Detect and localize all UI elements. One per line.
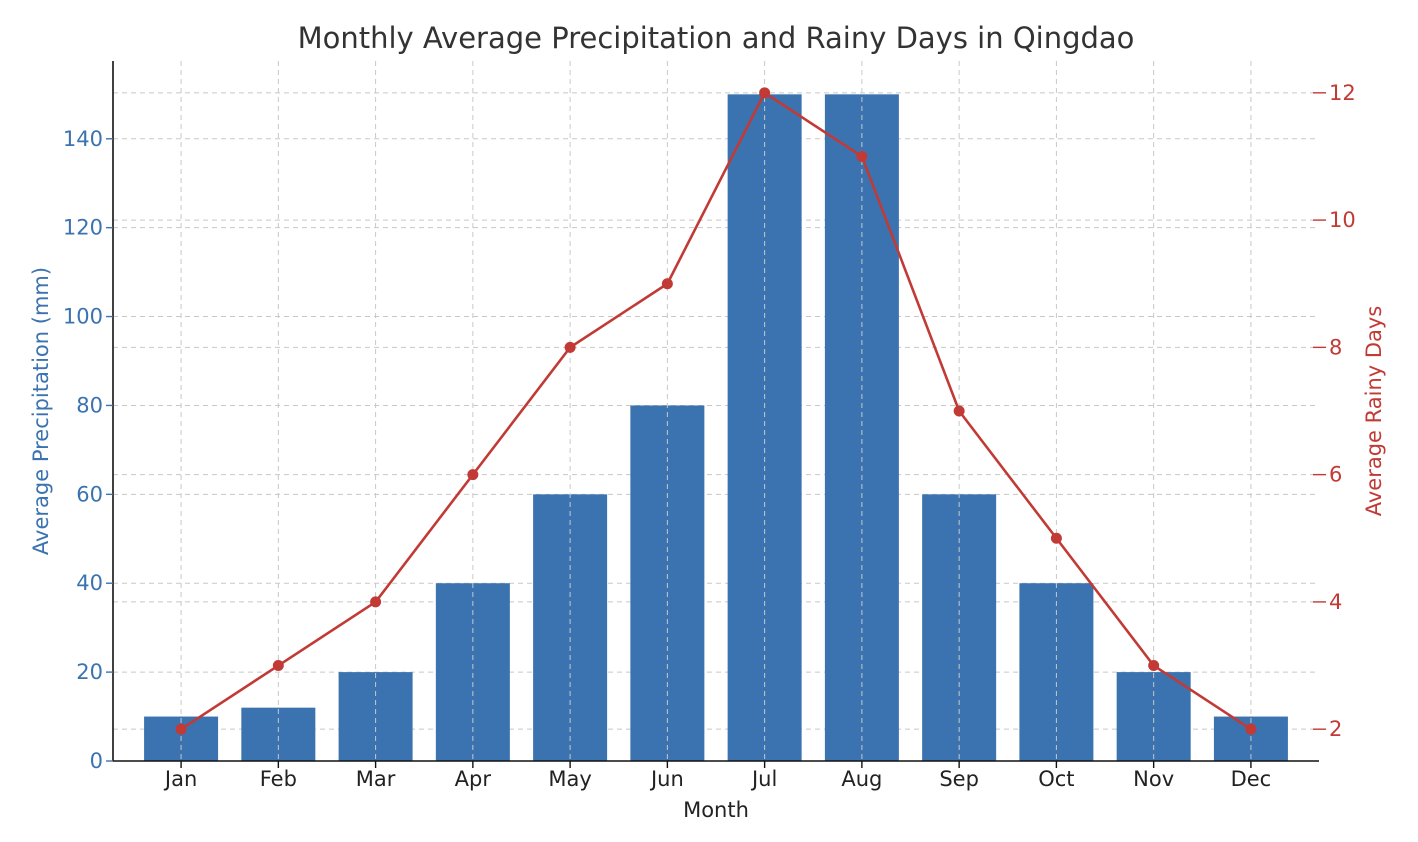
rainy-days-point-jul	[759, 87, 771, 99]
rainy-days-point-dec	[1245, 723, 1257, 735]
x-tick-label-apr: Apr	[455, 767, 492, 791]
y-right-tick-label-2: 2	[1329, 717, 1342, 741]
x-tick-label-nov: Nov	[1133, 767, 1174, 791]
x-tick-label-mar: Mar	[356, 767, 396, 791]
x-tick-label-dec: Dec	[1231, 767, 1272, 791]
rainy-days-point-jun	[661, 278, 673, 290]
rainy-days-point-sep	[953, 405, 965, 417]
y-right-tick-label-4: 4	[1329, 590, 1342, 614]
rainy-days-point-aug	[856, 150, 868, 162]
y-axis-left-label: Average Precipitation (mm)	[29, 267, 53, 555]
precipitation-bars	[144, 94, 1288, 762]
rainy-days-point-jan	[175, 723, 187, 735]
y-left-tick-label-40: 40	[76, 571, 103, 595]
y-left-tick-label-20: 20	[76, 660, 103, 684]
x-tick-label-sep: Sep	[939, 767, 979, 791]
rainy-days-point-mar	[370, 596, 382, 608]
rainy-days-point-feb	[272, 660, 284, 672]
x-axis-label: Month	[683, 798, 749, 822]
rainy-days-point-apr	[467, 469, 479, 481]
x-tick-label-may: May	[548, 767, 591, 791]
bar-aug	[824, 94, 899, 762]
y-right-tick-label-6: 6	[1329, 463, 1342, 487]
x-tick-label-jan: Jan	[163, 767, 197, 791]
x-tick-label-feb: Feb	[260, 767, 297, 791]
y-left-tick-label-0: 0	[90, 749, 103, 773]
y-right-tick-label-8: 8	[1329, 335, 1342, 359]
y-left-tick-label-140: 140	[63, 127, 103, 151]
rainy-days-point-nov	[1148, 660, 1160, 672]
rainy-days-point-may	[564, 341, 576, 353]
y-left-tick-label-120: 120	[63, 216, 103, 240]
y-left-tick-label-60: 60	[76, 482, 103, 506]
y-axis-right-label: Average Rainy Days	[1362, 306, 1386, 517]
rainy-days-series-line	[180, 91, 1252, 731]
bar-apr	[435, 583, 510, 761]
x-tick-label-oct: Oct	[1038, 767, 1074, 791]
axes	[112, 61, 1319, 762]
bar-jul	[727, 94, 802, 762]
tick-labels: 0 20 40 60 80 100 120 140 2 4 6 8 10 12 Jan Feb Mar Apr Ma…	[63, 81, 1356, 791]
rainy-days-point-oct	[1050, 532, 1062, 544]
y-left-tick-label-100: 100	[63, 305, 103, 329]
y-right-tick-label-12: 12	[1329, 81, 1356, 105]
x-tick-label-jul: Jul	[750, 767, 777, 791]
y-right-tick-label-10: 10	[1329, 208, 1356, 232]
y-left-tick-label-80: 80	[76, 393, 103, 417]
chart-title: Monthly Average Precipitation and Rainy …	[298, 21, 1135, 55]
bar-feb	[241, 707, 316, 761]
x-tick-label-jun: Jun	[649, 767, 684, 791]
bar-oct	[1019, 583, 1094, 761]
rainy-days-line	[175, 87, 1257, 735]
grid-lines	[113, 92, 1319, 730]
x-tick-label-aug: Aug	[841, 767, 882, 791]
